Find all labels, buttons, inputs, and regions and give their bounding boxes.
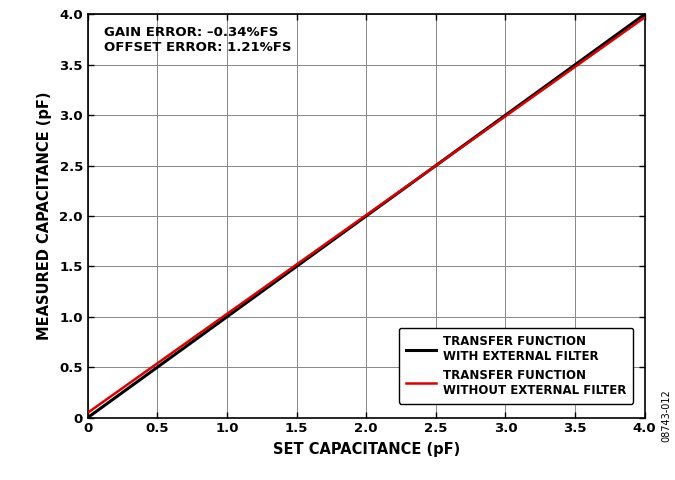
X-axis label: SET CAPACITANCE (pF): SET CAPACITANCE (pF) (273, 443, 460, 457)
Y-axis label: MEASURED CAPACITANCE (pF): MEASURED CAPACITANCE (pF) (37, 92, 53, 340)
Text: 08743-012: 08743-012 (662, 389, 672, 442)
Text: GAIN ERROR: –0.34%FS
OFFSET ERROR: 1.21%FS: GAIN ERROR: –0.34%FS OFFSET ERROR: 1.21%… (105, 26, 292, 55)
Legend: TRANSFER FUNCTION
WITH EXTERNAL FILTER, TRANSFER FUNCTION
WITHOUT EXTERNAL FILTE: TRANSFER FUNCTION WITH EXTERNAL FILTER, … (399, 327, 633, 404)
